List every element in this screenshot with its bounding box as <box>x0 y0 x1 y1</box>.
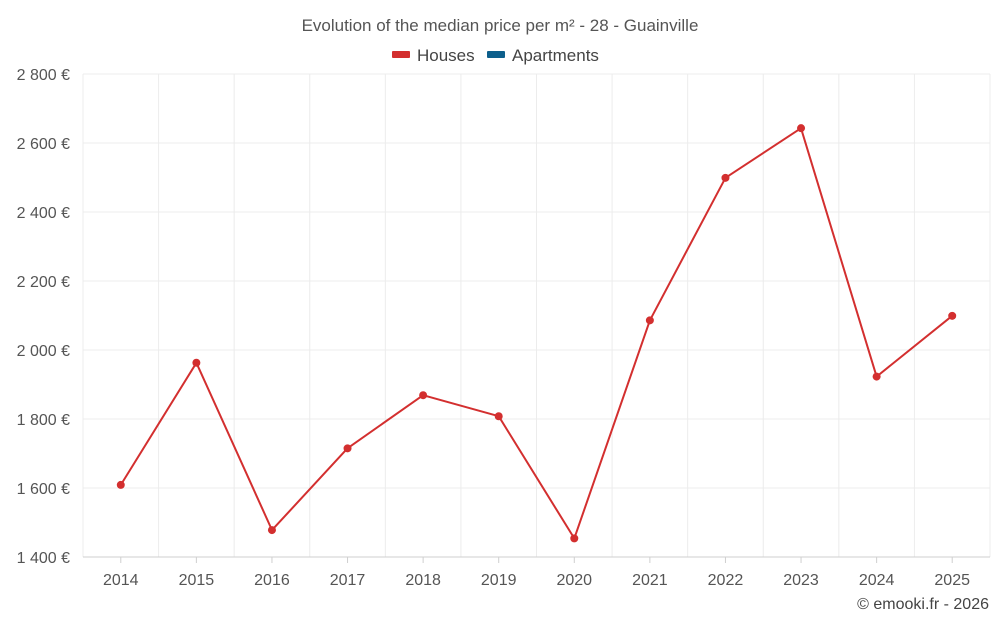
x-tick-label: 2014 <box>103 572 139 589</box>
y-tick-label: 2 200 € <box>17 274 70 291</box>
data-point-houses[interactable] <box>116 480 125 489</box>
x-tick-label: 2024 <box>859 572 895 589</box>
data-point-houses[interactable] <box>948 311 957 320</box>
chart-title: Evolution of the median price per m² - 2… <box>302 16 699 35</box>
x-tick-label: 2023 <box>783 572 819 589</box>
data-point-houses[interactable] <box>872 372 881 381</box>
series <box>116 124 957 543</box>
data-point-houses[interactable] <box>721 173 730 182</box>
x-tick-label: 2020 <box>556 572 592 589</box>
data-point-houses[interactable] <box>570 534 579 543</box>
legend: Houses Apartments <box>392 46 599 65</box>
x-tick-label: 2018 <box>405 572 441 589</box>
y-tick-label: 2 800 € <box>17 67 70 84</box>
x-tick-label: 2016 <box>254 572 290 589</box>
x-tick-label: 2025 <box>934 572 970 589</box>
data-point-houses[interactable] <box>267 526 276 535</box>
y-axis-ticks: 1 400 € 1 600 € 1 800 € 2 000 € 2 200 € 2 400… <box>17 67 70 567</box>
y-tick-label: 1 800 € <box>17 412 70 429</box>
x-tick-label: 2017 <box>330 572 366 589</box>
legend-label-apartments: Apartments <box>512 46 599 65</box>
data-point-houses[interactable] <box>494 412 503 421</box>
x-tick-label: 2015 <box>179 572 215 589</box>
credit-text: © emooki.fr - 2026 <box>857 596 989 613</box>
x-tick-label: 2021 <box>632 572 668 589</box>
data-point-houses[interactable] <box>343 444 352 453</box>
legend-item-houses[interactable]: Houses <box>392 46 475 65</box>
legend-swatch-houses <box>392 51 410 58</box>
data-point-houses[interactable] <box>192 358 201 367</box>
legend-label-houses: Houses <box>417 46 475 65</box>
y-tick-label: 2 600 € <box>17 136 70 153</box>
data-point-houses[interactable] <box>419 391 428 400</box>
data-point-houses[interactable] <box>645 316 654 325</box>
legend-swatch-apartments <box>487 51 505 58</box>
grid <box>82 73 991 557</box>
y-tick-label: 2 000 € <box>17 343 70 360</box>
legend-item-apartments[interactable]: Apartments <box>487 46 599 65</box>
data-point-houses[interactable] <box>797 124 806 133</box>
series-line-houses <box>119 127 953 540</box>
y-tick-label: 2 400 € <box>17 205 70 222</box>
x-tick-label: 2022 <box>708 572 744 589</box>
x-tick-label: 2019 <box>481 572 517 589</box>
y-tick-label: 1 400 € <box>17 550 70 567</box>
y-tick-label: 1 600 € <box>17 481 70 498</box>
x-axis-ticks: 2014 2015 2016 2017 2018 2019 2020 2021 2022 2023… <box>103 557 970 589</box>
